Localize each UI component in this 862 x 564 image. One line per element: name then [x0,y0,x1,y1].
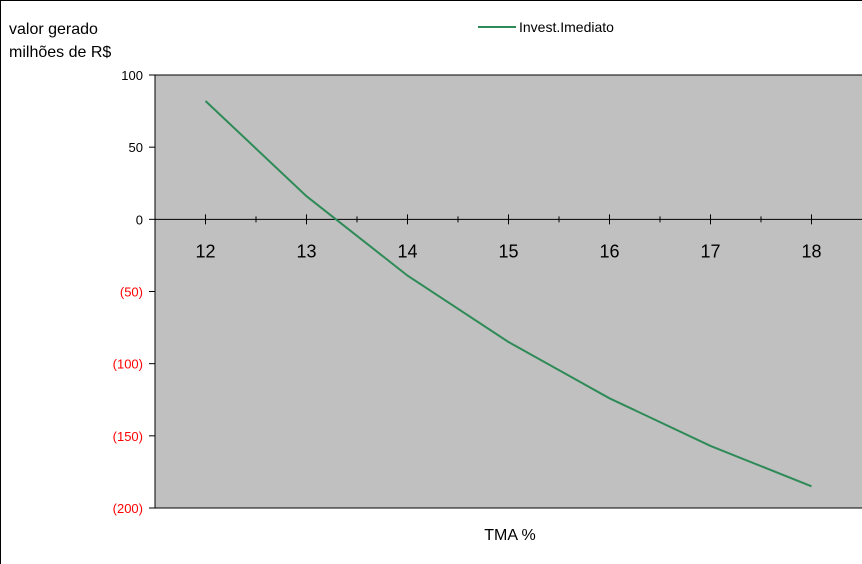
y-tick-label: (200) [113,501,143,516]
x-tick-label: 18 [801,241,821,261]
y-tick-label: (150) [113,429,143,444]
legend-label: Invest.Imediato [519,19,614,35]
y-axis-title-line-2: milhões de R$ [9,44,112,61]
x-tick-label: 17 [700,241,720,261]
x-axis: 12 13 14 15 16 17 18 [155,214,862,261]
x-axis-title: TMA % [484,527,536,544]
x-tick-label: 12 [195,241,215,261]
y-axis-title-line-1: valor gerado [9,21,98,38]
x-tick-label: 14 [397,241,417,261]
y-tick-label: 0 [136,212,143,227]
series-line-invest-imediato [204,100,812,488]
legend-line-swatch [478,26,516,28]
y-axis: 100 50 0 (50) (100) (150) (200) [113,68,862,516]
y-tick-label: (50) [120,285,143,300]
x-tick-label: 13 [296,241,316,261]
y-tick-label: 100 [121,68,143,83]
legend: Invest.Imediato [478,19,614,35]
plot-area [155,75,862,508]
y-tick-label: (100) [113,357,143,372]
x-tick-label: 16 [599,241,619,261]
y-tick-label: 50 [129,140,143,155]
x-tick-label: 15 [498,241,518,261]
series-group [204,100,812,488]
